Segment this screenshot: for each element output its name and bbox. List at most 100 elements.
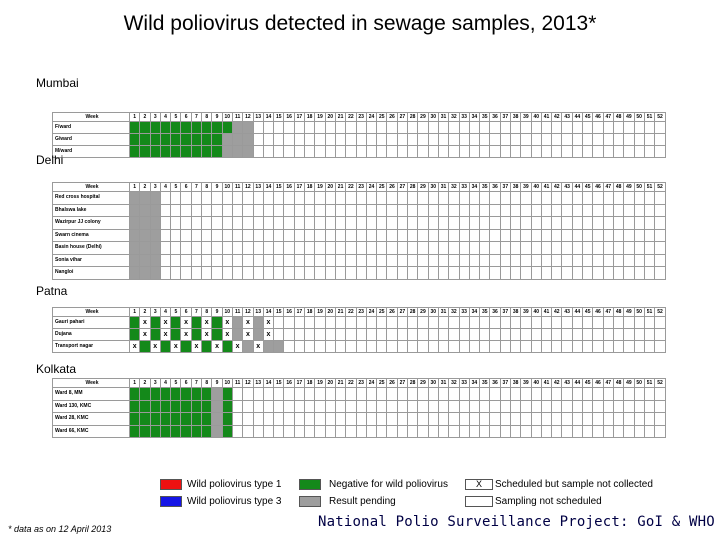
week-number: 46 [592, 307, 604, 317]
week-number: 5 [170, 112, 182, 122]
week-cell [334, 216, 347, 230]
week-cell [139, 399, 151, 413]
week-cell [654, 145, 666, 158]
site-row: Sonia vihar [52, 253, 666, 267]
site-label: Sonia vihar [52, 253, 130, 267]
week-number: 10 [221, 307, 233, 317]
week-cell [283, 203, 295, 217]
week-cell [437, 133, 450, 146]
week-cell [190, 399, 203, 413]
week-number: 40 [530, 182, 542, 192]
week-cell [365, 133, 378, 146]
week-number: 16 [283, 182, 295, 192]
week-cell [540, 191, 553, 205]
week-number: 20 [324, 307, 336, 317]
week-cell [314, 133, 326, 146]
week-cell [612, 399, 625, 413]
week-cell [633, 145, 645, 158]
week-cell [592, 253, 604, 267]
week-cell [345, 340, 357, 353]
week-cell [561, 266, 573, 280]
week-cell [324, 340, 336, 353]
week-cell [376, 145, 388, 158]
week-cell [571, 412, 584, 426]
week-cell [458, 387, 470, 401]
week-number: 37 [499, 182, 511, 192]
week-number: 9 [211, 307, 223, 317]
week-cell [417, 399, 429, 413]
week-cell [489, 340, 501, 353]
week-cell [468, 216, 481, 230]
week-cell [437, 340, 450, 353]
week-cell: x [159, 316, 172, 329]
week-cell [407, 241, 419, 255]
week-number: 28 [407, 378, 419, 388]
week-cell [180, 145, 192, 158]
legend-swatch-type3 [160, 496, 182, 507]
week-cell [211, 241, 223, 255]
week-cell [643, 228, 656, 242]
week-cell: x [262, 328, 275, 341]
week-header: Week [52, 112, 130, 122]
week-cell [201, 340, 213, 353]
week-cell [293, 387, 306, 401]
week-cell [530, 412, 542, 426]
week-cell [479, 399, 491, 413]
site-row: Bhalswa lake [52, 203, 666, 217]
week-cell [304, 253, 316, 267]
week-cell [499, 203, 511, 217]
week-cell [159, 133, 172, 146]
week-cell [407, 216, 419, 230]
week-cell [633, 412, 645, 426]
week-cell [355, 133, 367, 146]
week-cell [602, 412, 614, 426]
week-cell [592, 121, 604, 134]
week-number: 48 [612, 378, 625, 388]
week-cell [448, 387, 460, 401]
week-cell [654, 387, 666, 401]
week-number: 36 [489, 307, 501, 317]
week-cell [654, 266, 666, 280]
week-number: 42 [551, 378, 563, 388]
week-cell [242, 253, 254, 267]
week-number: 21 [334, 112, 347, 122]
week-cell [376, 191, 388, 205]
week-cell [293, 133, 306, 146]
legend-swatch-negative [299, 479, 321, 490]
week-cell [427, 121, 439, 134]
week-cell [499, 228, 511, 242]
week-cell [489, 424, 501, 438]
week-cell [334, 241, 347, 255]
week-number: 42 [551, 182, 563, 192]
week-number: 35 [479, 182, 491, 192]
week-cell [201, 203, 213, 217]
week-cell [252, 228, 264, 242]
week-cell [262, 399, 275, 413]
week-cell [530, 399, 542, 413]
week-cell [592, 191, 604, 205]
week-cell [468, 340, 481, 353]
city-label-patna: Patna [36, 284, 68, 298]
week-cell [273, 203, 285, 217]
week-cell [324, 241, 336, 255]
week-cell [520, 316, 532, 329]
week-number: 6 [180, 378, 192, 388]
week-cell [468, 266, 481, 280]
week-number: 2 [139, 307, 151, 317]
week-cell [314, 121, 326, 134]
week-cell [479, 266, 491, 280]
week-cell [190, 145, 203, 158]
week-cell [149, 424, 161, 438]
week-cell [231, 412, 244, 426]
week-cell [654, 253, 666, 267]
week-cell [139, 145, 151, 158]
week-cell [479, 328, 491, 341]
week-number: 15 [273, 307, 285, 317]
week-cell [304, 241, 316, 255]
site-row: Ward 8, MM [52, 387, 666, 401]
week-number: 17 [293, 378, 306, 388]
week-cell [201, 399, 213, 413]
week-cell [231, 424, 244, 438]
week-cell [437, 316, 450, 329]
week-cell [520, 133, 532, 146]
